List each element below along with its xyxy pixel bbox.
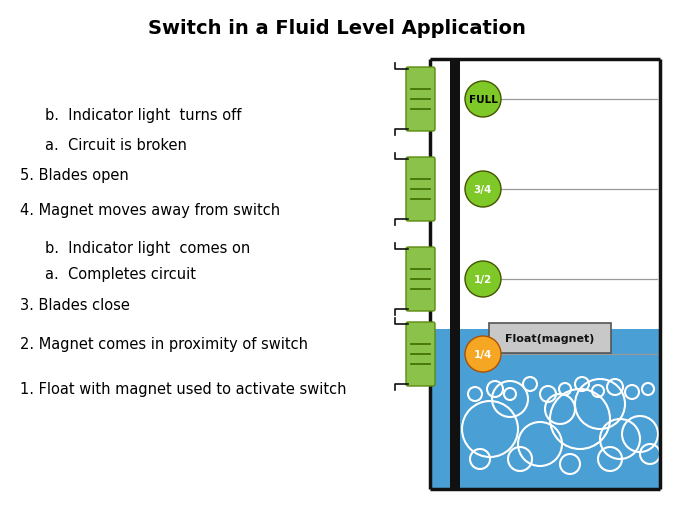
Text: 4. Magnet moves away from switch: 4. Magnet moves away from switch [20, 202, 280, 217]
Text: 3/4: 3/4 [474, 185, 492, 194]
Circle shape [465, 336, 501, 372]
Text: 1/4: 1/4 [474, 349, 492, 359]
Text: 1/2: 1/2 [474, 274, 492, 284]
Polygon shape [430, 329, 660, 489]
Circle shape [465, 262, 501, 297]
Text: a.  Circuit is broken: a. Circuit is broken [45, 137, 187, 152]
FancyBboxPatch shape [489, 323, 611, 353]
Text: a.  Completes circuit: a. Completes circuit [45, 267, 196, 282]
FancyBboxPatch shape [406, 247, 435, 312]
Text: b.  Indicator light  turns off: b. Indicator light turns off [45, 107, 241, 122]
Text: FULL: FULL [468, 95, 497, 105]
Text: 5. Blades open: 5. Blades open [20, 167, 129, 182]
Text: 1. Float with magnet used to activate switch: 1. Float with magnet used to activate sw… [20, 382, 346, 397]
Text: b.  Indicator light  comes on: b. Indicator light comes on [45, 240, 250, 255]
FancyBboxPatch shape [406, 158, 435, 222]
Circle shape [465, 172, 501, 208]
Text: 3. Blades close: 3. Blades close [20, 297, 130, 312]
Text: 2. Magnet comes in proximity of switch: 2. Magnet comes in proximity of switch [20, 337, 308, 352]
FancyBboxPatch shape [406, 68, 435, 132]
Text: Switch in a Fluid Level Application: Switch in a Fluid Level Application [148, 19, 526, 37]
Circle shape [465, 82, 501, 118]
FancyBboxPatch shape [406, 322, 435, 386]
Bar [450, 60, 460, 489]
Text: Float(magnet): Float(magnet) [506, 333, 594, 343]
